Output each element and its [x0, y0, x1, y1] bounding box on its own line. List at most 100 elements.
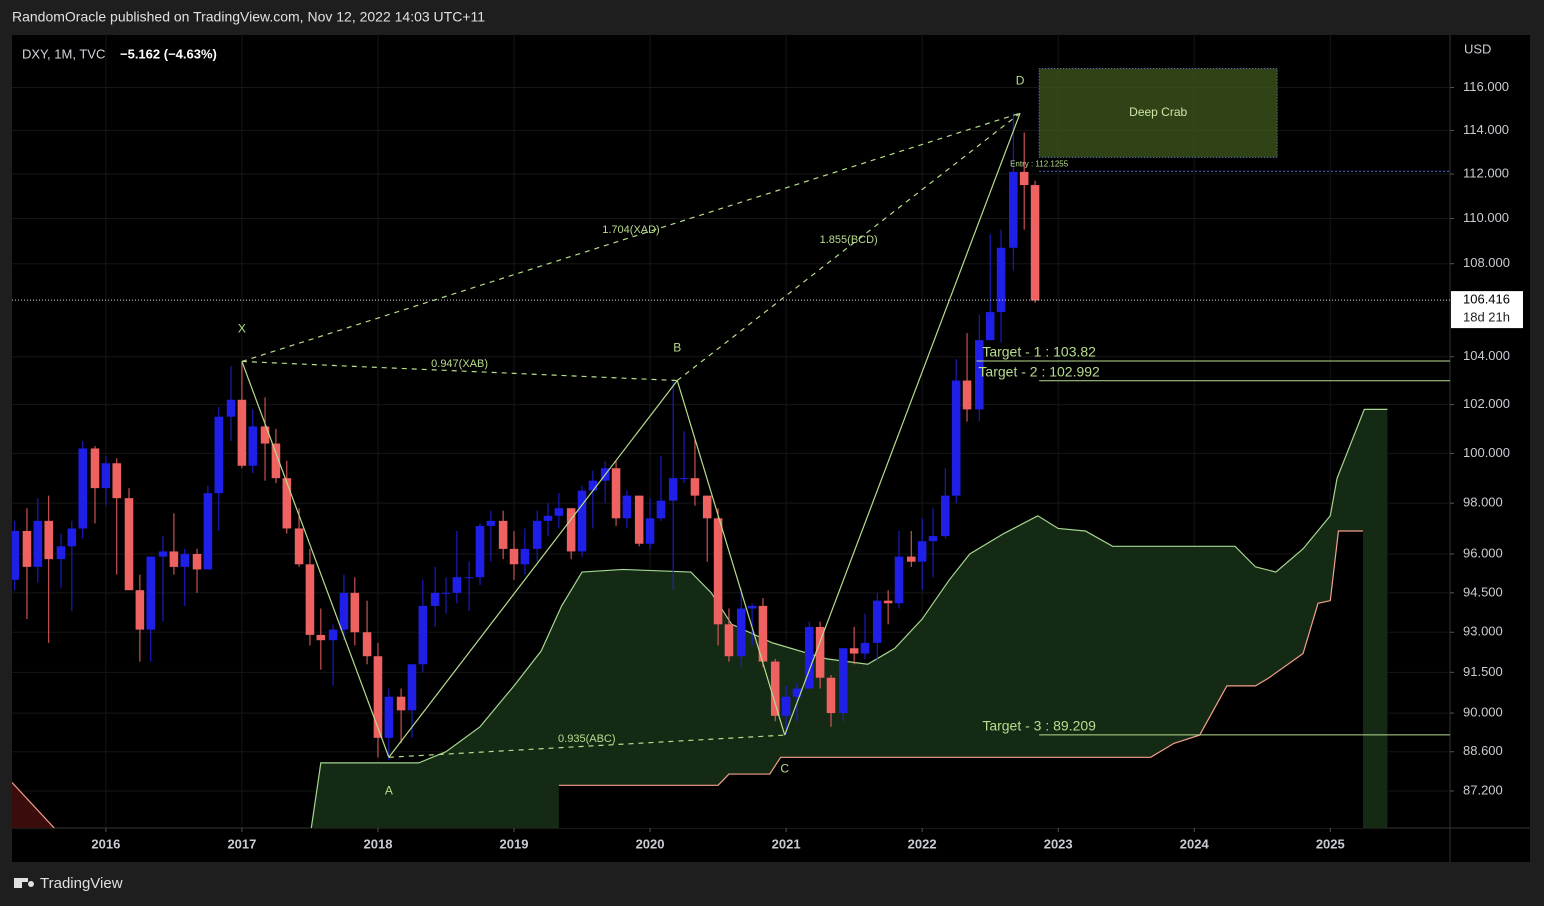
candle-body: [464, 577, 474, 579]
candle-body: [146, 556, 156, 630]
candle-body: [974, 340, 984, 410]
pattern-point-label: C: [780, 761, 789, 775]
candle-body: [860, 642, 870, 654]
candle-body: [486, 520, 496, 526]
candle-body: [452, 577, 462, 593]
candle-body: [520, 548, 530, 565]
brand: TradingView: [40, 875, 123, 892]
candle-body: [894, 556, 904, 604]
y-tick-label: 108.000: [1463, 255, 1510, 270]
x-tick-label: 2016: [91, 836, 120, 851]
cloud-fill: [558, 531, 1363, 828]
candle-body: [588, 480, 598, 491]
y-tick-label: 90.000: [1463, 705, 1503, 720]
candle-body: [33, 520, 43, 567]
candle-body: [396, 696, 406, 711]
candle-body: [12, 531, 20, 580]
last-price-box: [1451, 291, 1523, 329]
candle-body: [679, 478, 689, 480]
target-label: Target - 3 : 89.209: [982, 718, 1096, 734]
candle-body: [826, 677, 836, 714]
y-tick-label: 91.500: [1463, 664, 1503, 679]
candle-body: [622, 495, 632, 519]
candle-body: [90, 448, 100, 489]
x-tick-label: 2025: [1316, 836, 1345, 851]
candle-body: [22, 531, 32, 567]
y-tick-label: 110.000: [1463, 210, 1509, 225]
candle-body: [928, 536, 938, 542]
y-tick-label: 98.000: [1463, 495, 1503, 510]
candle-body: [634, 495, 644, 544]
candle-body: [951, 380, 961, 496]
pattern-ratio-label: 1.855(BCD): [820, 234, 878, 246]
candle-body: [509, 548, 519, 565]
cloud-fill: [311, 409, 1388, 828]
x-tick-label: 2020: [636, 836, 665, 851]
candle-body: [441, 592, 451, 594]
y-tick-label: 93.000: [1463, 624, 1503, 639]
candle-body: [260, 426, 270, 444]
axes: 116.000 114.000 112.000 110.000 108.000 104.0…: [91, 79, 1523, 851]
candle-body: [656, 500, 666, 519]
candle-body: [917, 541, 927, 562]
y-tick-label: 102.000: [1463, 396, 1510, 411]
pattern-leg: [241, 361, 390, 758]
candle-body: [849, 648, 859, 654]
x-tick-label: 2021: [772, 836, 801, 851]
candle-body: [690, 478, 700, 496]
pattern-leg: [676, 380, 786, 736]
pattern-leg: [784, 112, 1021, 736]
candle-body: [475, 525, 485, 578]
candle-body: [56, 546, 66, 560]
pattern-ratio-label: 0.935(ABC): [558, 733, 615, 745]
candle-body: [736, 608, 746, 657]
x-tick-label: 2024: [1180, 836, 1210, 851]
pattern-ratio-line: [241, 112, 1021, 363]
cloud-span-b: [12, 530, 1363, 828]
x-tick-label: 2017: [227, 836, 256, 851]
candle-body: [67, 528, 77, 547]
candle-body: [883, 600, 893, 604]
publisher: RandomOracle published on TradingView.co…: [12, 9, 485, 25]
candle-body: [350, 592, 360, 633]
candle-body: [226, 399, 236, 417]
candle-body: [407, 664, 417, 711]
candle-body: [339, 592, 349, 630]
candle-body: [44, 520, 54, 560]
candle-body: [906, 556, 916, 562]
candle-body: [645, 518, 655, 544]
candle-body: [328, 629, 338, 641]
candle-body: [543, 515, 553, 521]
candle-body: [362, 632, 372, 657]
candle-body: [294, 528, 304, 565]
entry-label: Entry : 112.1255: [1010, 159, 1069, 168]
pattern-ratio-label: 1.704(XAD): [602, 224, 659, 236]
candle-body: [996, 247, 1006, 313]
candle-body: [316, 634, 326, 641]
candle-body: [169, 551, 179, 567]
y-tick-label: 100.000: [1463, 445, 1510, 460]
candle-body: [373, 656, 383, 738]
last-price-label: 106.416: [1463, 292, 1510, 307]
candle-body: [770, 661, 780, 716]
y-unit: USD: [1464, 41, 1491, 56]
y-tick-label: 104.000: [1463, 348, 1510, 363]
candle-body: [792, 688, 802, 697]
candle-body: [271, 443, 281, 479]
candle-body: [566, 508, 576, 552]
pattern-leg: [388, 380, 678, 758]
candle-body: [135, 590, 145, 630]
pattern-point-label: X: [238, 322, 246, 336]
candle-body: [781, 696, 791, 716]
x-tick-label: 2023: [1044, 836, 1073, 851]
candle-body: [498, 520, 508, 549]
y-tick-label: 114.000: [1463, 122, 1509, 137]
pattern-ratio-line: [676, 112, 1021, 381]
candle-body: [203, 493, 213, 570]
candle-body: [532, 520, 542, 549]
candle-body: [758, 605, 768, 662]
cloud-span-a: [310, 408, 1388, 828]
change: −5.162 (−4.63%): [120, 46, 217, 61]
y-tick-label: 87.200: [1463, 782, 1503, 797]
